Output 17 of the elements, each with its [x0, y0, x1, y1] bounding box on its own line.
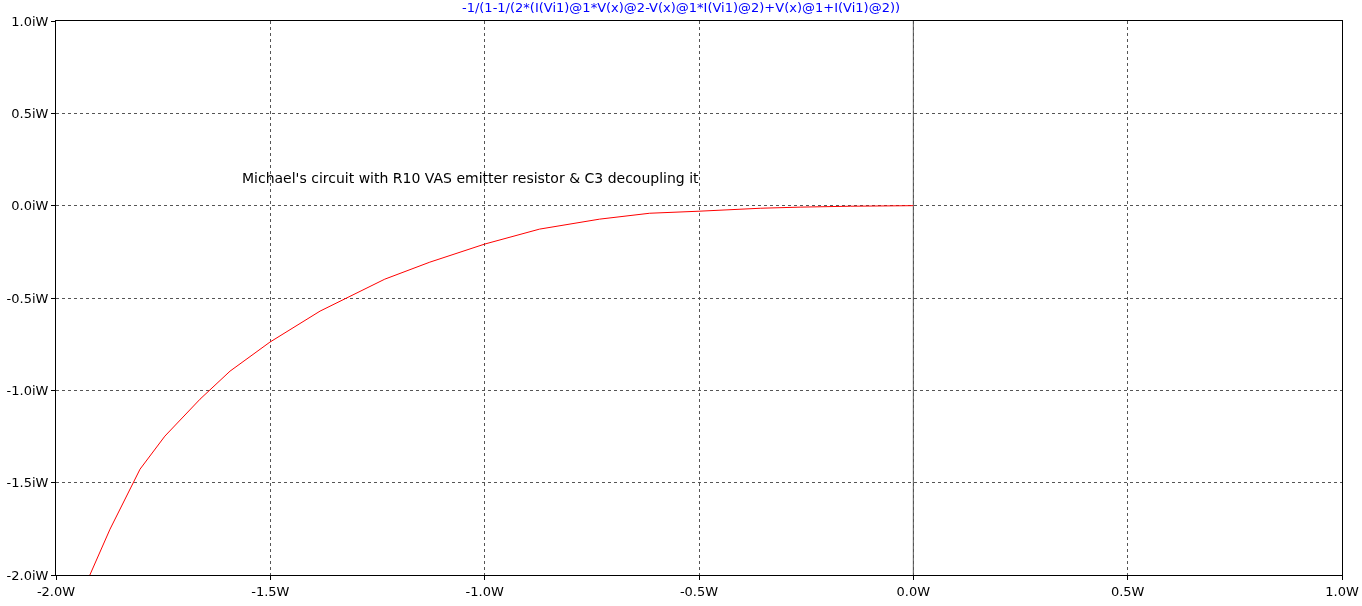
x-tick-label: -0.5W: [679, 583, 719, 599]
y-tick-label: 0.5iW: [11, 105, 49, 121]
line-series: [89, 205, 914, 575]
x-tick-label: 1.0W: [1325, 583, 1359, 599]
y-tick-label: -1.5iW: [6, 475, 49, 491]
y-tick-label: 1.0iW: [11, 13, 49, 29]
y-tick-label: -2.0iW: [6, 567, 49, 583]
y-tick-label: -1.0iW: [6, 382, 49, 398]
chart-title: -1/(1-1/(2*(I(Vi1)@1*V(x)@2-V(x)@1*I(Vi1)@2)+V(x)@1+I(Vi1)@2)): [461, 0, 901, 16]
y-tick-label: 0.0iW: [11, 198, 49, 214]
annotation: Michael's circuit with R10 VAS emitter resistor & C3 decoupling it: [242, 170, 700, 186]
x-tick-label: -2.0W: [36, 583, 76, 599]
y-tick-label: -0.5iW: [6, 290, 49, 306]
x-tick-label: 0.0W: [896, 583, 931, 599]
x-tick-label: 0.5W: [1110, 583, 1145, 599]
x-tick-label: -1.5W: [251, 583, 290, 599]
x-tick-label: -1.0W: [465, 583, 504, 599]
